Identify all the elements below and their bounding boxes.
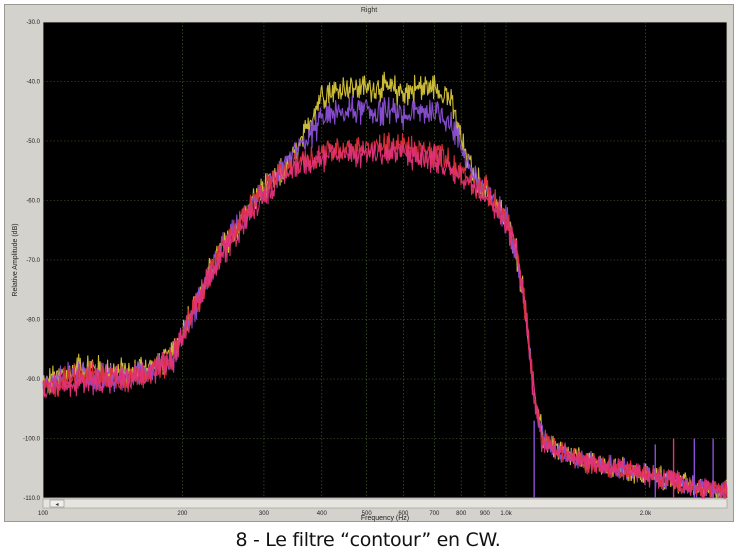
horizontal-scrollbar[interactable]: ◂ <box>42 498 728 509</box>
x-tick-label: 800 <box>456 511 467 517</box>
x-axis-label: Frequency (Hz) <box>361 515 409 522</box>
spectrum-series-2 <box>42 95 728 499</box>
figure-caption: 8 - Le filtre “contour” en CW. <box>235 529 501 551</box>
x-tick-label: 300 <box>259 511 270 517</box>
spectrum-chart: -30.0 -40.0 -50.0 -60.0 -70.0 -80.0 -90.0 -100.… <box>12 20 728 522</box>
gridlines <box>43 22 727 498</box>
y-tick-label: -50.0 <box>26 139 40 145</box>
x-tick-label: 700 <box>429 511 440 517</box>
spectrum-series-1 <box>42 71 728 501</box>
x-tick-label: 500 <box>362 511 373 517</box>
x-tick-label: 2.0k <box>640 511 652 517</box>
window-title: Right <box>360 7 378 14</box>
x-tick-label: 400 <box>317 511 328 517</box>
y-tick-label: -100.0 <box>23 437 41 443</box>
y-axis-label: Relative Amplitude (dB) <box>12 223 19 296</box>
y-tick-label: -80.0 <box>26 318 40 324</box>
y-axis-ticks: -30.0 -40.0 -50.0 -60.0 -70.0 -80.0 -90.0 -100.… <box>23 20 41 502</box>
y-tick-label: -40.0 <box>26 80 40 86</box>
scrollbar-thumb[interactable] <box>49 499 65 508</box>
x-tick-label: 900 <box>480 511 491 517</box>
x-tick-label: 1.0k <box>500 511 512 517</box>
spectrum-series-4 <box>42 139 728 500</box>
y-tick-label: -70.0 <box>26 258 40 264</box>
x-tick-label: 200 <box>177 511 188 517</box>
y-tick-label: -30.0 <box>26 20 40 26</box>
scroll-left-arrow-icon[interactable]: ◂ <box>55 502 58 508</box>
x-axis-ticks: 100 200 300 400 500 600 700 800 900 1.0k 2.0k <box>38 511 652 517</box>
series-layer <box>42 71 728 501</box>
y-tick-label: -90.0 <box>26 377 40 383</box>
x-tick-label: 600 <box>398 511 409 517</box>
y-tick-label: -60.0 <box>26 199 40 205</box>
x-tick-label: 100 <box>38 511 49 517</box>
y-tick-label: -110.0 <box>23 496 40 502</box>
